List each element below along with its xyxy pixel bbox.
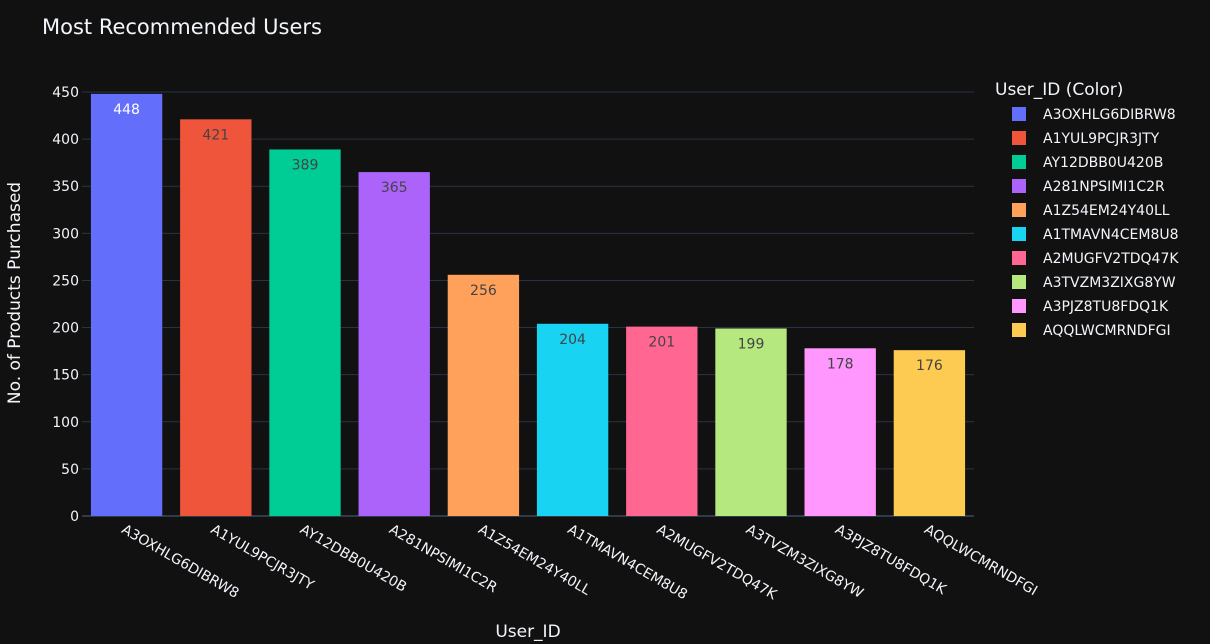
bar: [715, 328, 787, 516]
legend-swatch: [1012, 131, 1026, 145]
legend-item-label: A3PJZ8TU8FDQ1K: [1043, 299, 1169, 315]
legend-swatch: [1012, 155, 1026, 169]
legend-title: User_ID (Color): [995, 80, 1123, 100]
y-tick-label: 350: [52, 179, 79, 195]
bar: [893, 350, 966, 516]
legend: A3OXHLG6DIBRW8 A1YUL9PCJR3JTY AY12DBB0U420…: [1012, 107, 1179, 339]
legend-item-label: A281NPSIMI1C2R: [1043, 179, 1165, 195]
bar: [626, 326, 698, 516]
bar-value-label: 204: [559, 332, 586, 348]
legend-item-label: A3OXHLG6DIBRW8: [1043, 107, 1176, 123]
legend-swatch: [1012, 203, 1026, 217]
bar-value-label: 178: [827, 356, 854, 372]
y-tick-label: 300: [52, 226, 79, 242]
legend-swatch: [1012, 107, 1026, 121]
bar-value-label: 389: [292, 157, 319, 173]
bars: 448 421 389 365 256 204 201 199 178 176: [90, 93, 966, 517]
bar-value-label: 365: [381, 180, 408, 196]
legend-swatch: [1012, 179, 1026, 193]
y-tick-label: 50: [61, 462, 79, 478]
legend-item-label: A1TMAVN4CEM8U8: [1043, 227, 1179, 243]
bar-value-label: 176: [916, 358, 943, 374]
legend-item-label: AY12DBB0U420B: [1043, 155, 1163, 171]
bar: [358, 172, 430, 517]
y-tick-label: 150: [52, 368, 79, 384]
bar: [269, 149, 341, 516]
bar-value-label: 201: [648, 335, 675, 351]
legend-swatch: [1012, 251, 1026, 265]
bar: [536, 323, 609, 516]
y-axis-title: No. of Products Purchased: [5, 182, 25, 404]
bar: [447, 274, 520, 516]
bar: [180, 119, 252, 516]
legend-item-label: A1YUL9PCJR3JTY: [1043, 131, 1160, 147]
bar-value-label: 448: [113, 102, 140, 118]
y-tick-label: 400: [52, 132, 79, 148]
legend-item-label: A1Z54EM24Y40LL: [1043, 203, 1170, 219]
legend-swatch: [1012, 227, 1026, 241]
legend-item-label: A3TVZM3ZIXG8YW: [1043, 275, 1176, 291]
y-tick-label: 0: [70, 509, 79, 525]
bar-value-label: 421: [202, 127, 229, 143]
legend-item-label: A2MUGFV2TDQ47K: [1043, 251, 1179, 267]
chart-title: Most Recommended Users: [42, 15, 322, 39]
bar-value-label: 256: [470, 283, 497, 299]
x-axis-title: User_ID: [495, 622, 560, 642]
y-axis-ticks: 0 50 100 150 200 250 300 350 400 450: [52, 85, 79, 525]
legend-swatch: [1012, 275, 1026, 289]
bar-value-label: 199: [738, 336, 765, 352]
bar: [90, 93, 163, 516]
legend-item-label: AQQLWCMRNDFGI: [1043, 323, 1171, 339]
legend-swatch: [1012, 299, 1026, 313]
legend-swatch: [1012, 323, 1026, 337]
y-tick-label: 200: [52, 321, 79, 337]
x-axis-ticks: A3OXHLG6DIBRW8A1YUL9PCJR3JTYAY12DBB0U420…: [119, 522, 1040, 604]
bar: [804, 348, 876, 516]
y-tick-label: 450: [52, 85, 79, 101]
y-tick-label: 100: [52, 415, 79, 431]
y-tick-label: 250: [52, 273, 79, 289]
